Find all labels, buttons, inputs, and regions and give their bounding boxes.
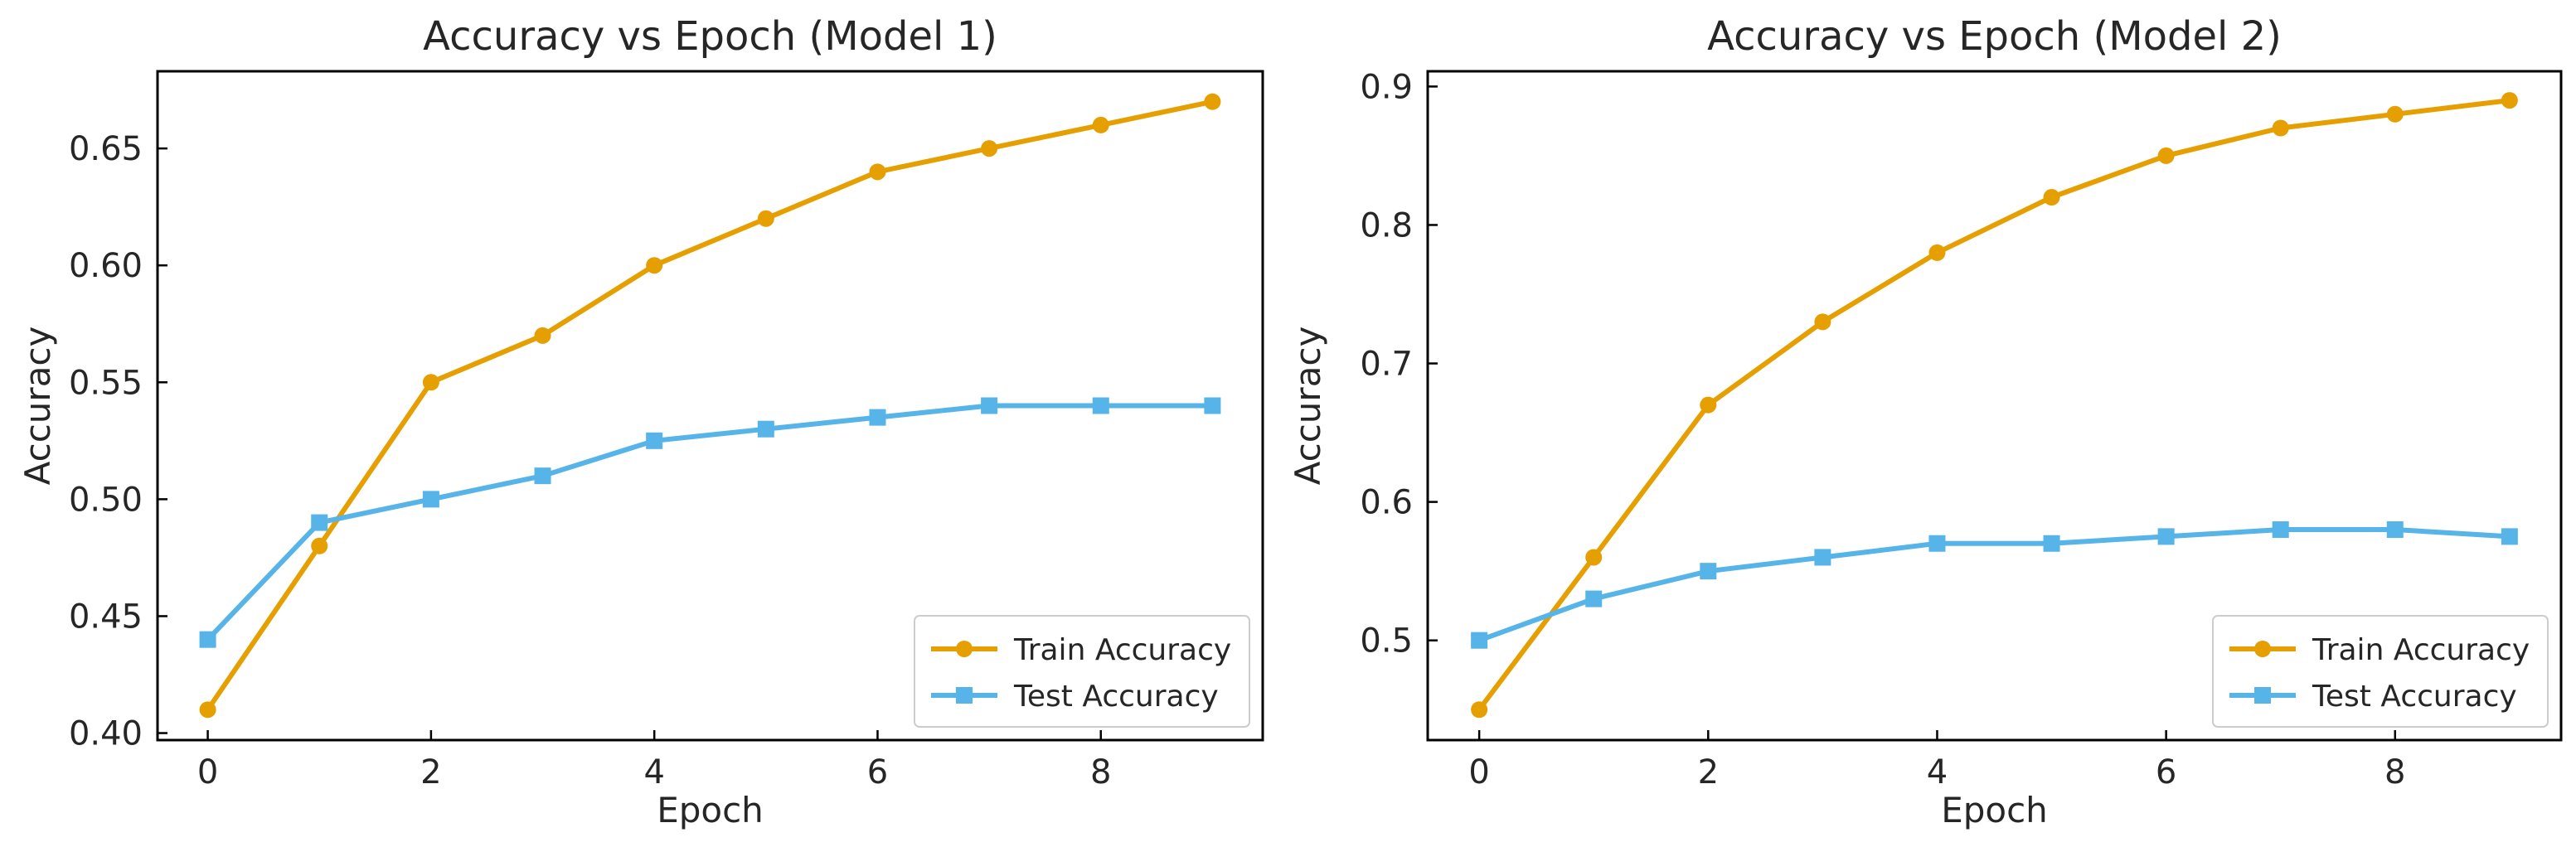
x-tick-label: 8 [2384,753,2405,791]
y-tick-label: 0.6 [1360,484,1413,522]
legend-marker [2254,641,2271,657]
axes-frame [156,70,1264,742]
x-axis-label: Epoch [1941,790,2048,830]
data-point-marker [2386,521,2404,539]
data-point-marker [2501,92,2518,109]
x-tick-label: 2 [420,753,441,791]
data-point-marker [2043,535,2060,552]
data-point-marker [1092,116,1109,133]
legend-label: Test Accuracy [2312,680,2517,714]
x-tick-label: 8 [1090,753,1111,791]
data-point-marker [1471,701,1488,719]
legend-marker [956,687,973,704]
data-point-marker [1700,396,1717,414]
data-point-marker [311,514,328,531]
data-point-marker [199,631,216,648]
data-point-marker [1471,632,1488,649]
x-tick-label: 2 [1698,753,1719,791]
y-tick-label: 0.55 [69,364,143,402]
series-line [205,99,1215,713]
data-point-marker [1928,244,1946,261]
data-point-marker [2272,521,2289,539]
data-point-marker [981,397,998,414]
x-tick-label: 6 [2156,753,2176,791]
data-point-marker [2501,528,2518,545]
y-axis-label: Accuracy [1288,327,1328,486]
y-axis-label: Accuracy [17,327,58,486]
series-line [1477,98,2512,713]
chart-panel-2: Accuracy vs Epoch (Model 2) 0 2 4 6 8 0.5 0.6 0.… [1288,13,2563,830]
y-tick-label: 0.40 [69,715,143,753]
data-point-marker [1814,549,1831,566]
y-tick-label: 0.45 [69,598,143,636]
data-point-marker [646,257,663,274]
x-tick-label: 0 [1468,753,1489,791]
y-tick-label: 0.50 [69,481,143,519]
data-point-marker [869,163,886,181]
data-point-marker [646,432,663,449]
legend-label: Train Accuracy [2312,633,2530,667]
series-test-accuracy [199,397,1221,648]
x-tick-label: 0 [197,753,218,791]
legend-label: Train Accuracy [1013,633,1231,667]
series-train-accuracy [1471,92,2518,719]
x-tick-label: 4 [643,753,664,791]
y-tick-label: 0.65 [69,130,143,168]
x-axis-label: Epoch [657,790,764,830]
data-point-marker [757,420,774,438]
data-point-marker [534,327,551,344]
data-point-marker [1585,549,1603,566]
y-tick-label: 0.9 [1360,68,1413,106]
data-point-marker [1700,563,1717,580]
data-point-marker [2157,147,2175,164]
data-point-marker [2043,189,2060,206]
data-point-marker [422,491,439,508]
series-line [205,403,1215,642]
series-line [1477,527,2512,643]
data-point-marker [199,701,216,719]
data-point-marker [2272,119,2289,137]
y-tick-label: 0.60 [69,247,143,285]
series-test-accuracy [1471,521,2518,649]
y-tick-label: 0.5 [1360,622,1413,661]
x-tick-label: 6 [867,753,888,791]
legend-box [2212,615,2549,728]
legend: Train Accuracy Test Accuracy [2212,615,2549,728]
series-train-accuracy [199,93,1221,719]
legend-box [914,615,1250,728]
chart-panel-1: Accuracy vs Epoch (Model 1) 0 2 4 6 8 0.40 0.45… [17,13,1264,830]
data-point-marker [1928,535,1946,552]
data-point-marker [422,374,439,391]
data-point-marker [534,467,551,485]
data-point-marker [311,537,328,554]
data-point-marker [1585,590,1603,607]
x-tick-label: 4 [1927,753,1948,791]
legend-marker [956,641,973,657]
y-tick-label: 0.8 [1360,206,1413,244]
data-point-marker [869,409,886,426]
data-point-marker [1814,313,1831,331]
data-point-marker [2386,105,2404,123]
chart-title: Accuracy vs Epoch (Model 1) [423,13,997,60]
data-point-marker [1204,397,1221,414]
legend-label: Test Accuracy [1013,680,1219,714]
data-point-marker [1204,93,1221,110]
chart-title: Accuracy vs Epoch (Model 2) [1707,13,2282,60]
data-point-marker [757,210,774,227]
axes-frame [1426,70,2563,742]
legend: Train Accuracy Test Accuracy [914,615,1250,728]
legend-marker [2254,687,2271,704]
data-point-marker [2157,528,2175,545]
data-point-marker [1092,397,1109,414]
data-point-marker [981,140,998,157]
y-tick-label: 0.7 [1360,346,1413,384]
